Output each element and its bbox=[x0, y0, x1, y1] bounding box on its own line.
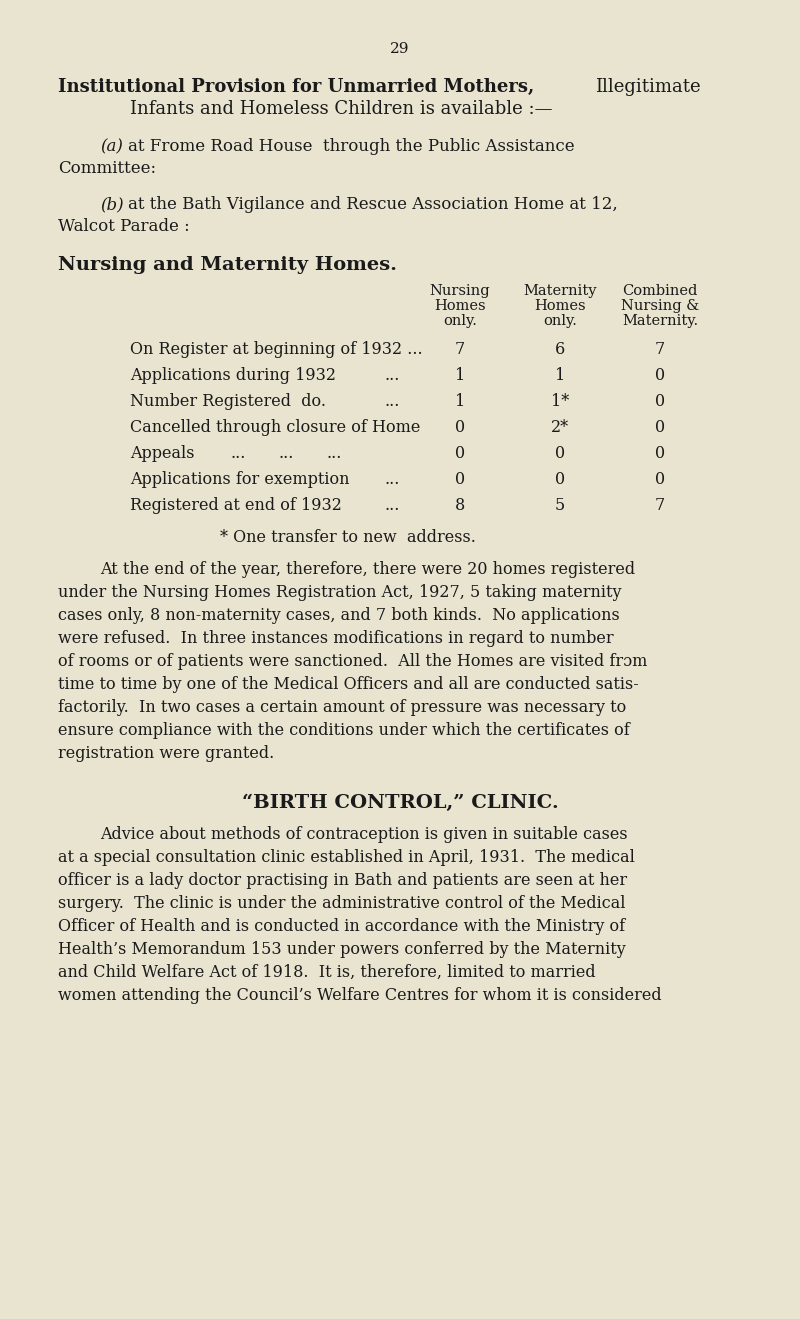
Text: 1: 1 bbox=[455, 393, 465, 410]
Text: Officer of Health and is conducted in accordance with the Ministry of: Officer of Health and is conducted in ac… bbox=[58, 918, 625, 935]
Text: Maternity: Maternity bbox=[523, 284, 597, 298]
Text: 0: 0 bbox=[455, 445, 465, 462]
Text: Nursing &: Nursing & bbox=[621, 299, 699, 313]
Text: 1*: 1* bbox=[551, 393, 569, 410]
Text: 5: 5 bbox=[555, 497, 565, 514]
Text: of rooms or of patients were sanctioned.  All the Homes are visited frɔm: of rooms or of patients were sanctioned.… bbox=[58, 653, 647, 670]
Text: ...: ... bbox=[230, 445, 246, 462]
Text: ...: ... bbox=[385, 471, 400, 488]
Text: ...: ... bbox=[278, 445, 294, 462]
Text: and Child Welfare Act of 1918.  It is, therefore, limited to married: and Child Welfare Act of 1918. It is, th… bbox=[58, 964, 596, 981]
Text: Illegitimate: Illegitimate bbox=[595, 78, 701, 96]
Text: ...: ... bbox=[385, 367, 400, 384]
Text: ...: ... bbox=[385, 497, 400, 514]
Text: 0: 0 bbox=[555, 471, 565, 488]
Text: Applications for exemption: Applications for exemption bbox=[130, 471, 350, 488]
Text: 8: 8 bbox=[455, 497, 465, 514]
Text: Nursing and Maternity Homes.: Nursing and Maternity Homes. bbox=[58, 256, 397, 274]
Text: 0: 0 bbox=[655, 419, 665, 437]
Text: 1: 1 bbox=[555, 367, 565, 384]
Text: Homes: Homes bbox=[434, 299, 486, 313]
Text: 0: 0 bbox=[655, 445, 665, 462]
Text: Registered at end of 1932: Registered at end of 1932 bbox=[130, 497, 342, 514]
Text: at the Bath Vigilance and Rescue Association Home at 12,: at the Bath Vigilance and Rescue Associa… bbox=[128, 197, 618, 212]
Text: ...: ... bbox=[385, 393, 400, 410]
Text: 6: 6 bbox=[555, 342, 565, 357]
Text: “BIRTH CONTROL,” CLINIC.: “BIRTH CONTROL,” CLINIC. bbox=[242, 794, 558, 813]
Text: 0: 0 bbox=[555, 445, 565, 462]
Text: Cancelled through closure of Home: Cancelled through closure of Home bbox=[130, 419, 420, 437]
Text: Health’s Memorandum 153 under powers conferred by the Maternity: Health’s Memorandum 153 under powers con… bbox=[58, 940, 626, 958]
Text: 0: 0 bbox=[455, 419, 465, 437]
Text: Infants and Homeless Children is available :—: Infants and Homeless Children is availab… bbox=[130, 100, 553, 117]
Text: 0: 0 bbox=[455, 471, 465, 488]
Text: 7: 7 bbox=[655, 342, 665, 357]
Text: ensure compliance with the conditions under which the certificates of: ensure compliance with the conditions un… bbox=[58, 721, 630, 739]
Text: 0: 0 bbox=[655, 367, 665, 384]
Text: 0: 0 bbox=[655, 471, 665, 488]
Text: On Register at beginning of 1932 ...: On Register at beginning of 1932 ... bbox=[130, 342, 422, 357]
Text: under the Nursing Homes Registration Act, 1927, 5 taking maternity: under the Nursing Homes Registration Act… bbox=[58, 584, 622, 601]
Text: Institutional Provision for Unmarried Mothers,: Institutional Provision for Unmarried Mo… bbox=[58, 78, 534, 96]
Text: At the end of the year, therefore, there were 20 homes registered: At the end of the year, therefore, there… bbox=[100, 561, 635, 578]
Text: * One transfer to new  address.: * One transfer to new address. bbox=[220, 529, 476, 546]
Text: 7: 7 bbox=[455, 342, 465, 357]
Text: Walcot Parade :: Walcot Parade : bbox=[58, 218, 190, 235]
Text: at a special consultation clinic established in April, 1931.  The medical: at a special consultation clinic establi… bbox=[58, 849, 635, 867]
Text: Combined: Combined bbox=[622, 284, 698, 298]
Text: were refused.  In three instances modifications in regard to number: were refused. In three instances modific… bbox=[58, 630, 614, 648]
Text: only.: only. bbox=[543, 314, 577, 328]
Text: 1: 1 bbox=[455, 367, 465, 384]
Text: Nursing: Nursing bbox=[430, 284, 490, 298]
Text: 29: 29 bbox=[390, 42, 410, 55]
Text: Homes: Homes bbox=[534, 299, 586, 313]
Text: officer is a lady doctor practising in Bath and patients are seen at her: officer is a lady doctor practising in B… bbox=[58, 872, 627, 889]
Text: Advice about methods of contraception is given in suitable cases: Advice about methods of contraception is… bbox=[100, 826, 628, 843]
Text: Committee:: Committee: bbox=[58, 160, 156, 177]
Text: women attending the Council’s Welfare Centres for whom it is considered: women attending the Council’s Welfare Ce… bbox=[58, 987, 662, 1004]
Text: surgery.  The clinic is under the administrative control of the Medical: surgery. The clinic is under the adminis… bbox=[58, 896, 626, 911]
Text: 7: 7 bbox=[655, 497, 665, 514]
Text: time to time by one of the Medical Officers and all are conducted satis-: time to time by one of the Medical Offic… bbox=[58, 677, 638, 692]
Text: Appeals: Appeals bbox=[130, 445, 194, 462]
Text: Maternity.: Maternity. bbox=[622, 314, 698, 328]
Text: ...: ... bbox=[326, 445, 342, 462]
Text: Number Registered  do.: Number Registered do. bbox=[130, 393, 326, 410]
Text: (a): (a) bbox=[100, 138, 123, 156]
Text: cases only, 8 non-maternity cases, and 7 both kinds.  No applications: cases only, 8 non-maternity cases, and 7… bbox=[58, 607, 620, 624]
Text: (b): (b) bbox=[100, 197, 124, 212]
Text: registration were granted.: registration were granted. bbox=[58, 745, 274, 762]
Text: at Frome Road House  through the Public Assistance: at Frome Road House through the Public A… bbox=[128, 138, 574, 156]
Text: Applications during 1932: Applications during 1932 bbox=[130, 367, 336, 384]
Text: 0: 0 bbox=[655, 393, 665, 410]
Text: only.: only. bbox=[443, 314, 477, 328]
Text: 2*: 2* bbox=[551, 419, 569, 437]
Text: factorily.  In two cases a certain amount of pressure was necessary to: factorily. In two cases a certain amount… bbox=[58, 699, 626, 716]
